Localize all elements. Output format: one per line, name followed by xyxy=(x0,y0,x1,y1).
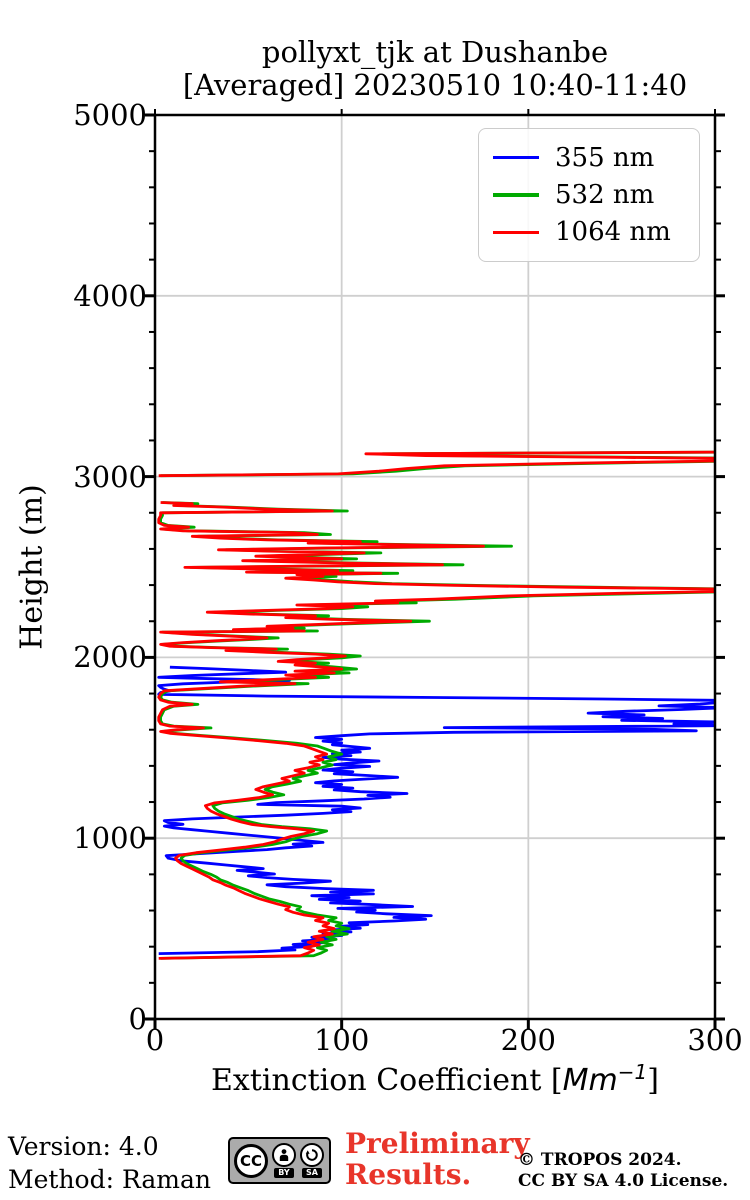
legend-label: 532 nm xyxy=(555,179,655,210)
method-label: Method: Raman xyxy=(8,1165,211,1194)
y-tick-label-4000: 4000 xyxy=(73,278,147,313)
x-tick-label-0: 0 xyxy=(145,1023,165,1057)
x-axis-label-unit: Mm xyxy=(562,1063,618,1098)
legend-line-sample xyxy=(493,230,539,235)
legend-line-sample xyxy=(493,155,539,160)
cc-sa-column: SA xyxy=(300,1143,324,1178)
preliminary-results-text: Preliminary Results. xyxy=(345,1128,530,1190)
chart-title-line2: [Averaged] 20230510 10:40-11:40 xyxy=(182,68,688,102)
y-tick-label-0: 0 xyxy=(128,1002,147,1036)
x-axis-label-exponent: −1 xyxy=(617,1060,648,1084)
copyright-block: © TROPOS 2024. CC BY SA 4.0 License. xyxy=(518,1150,728,1192)
x-axis-label-prefix: Extinction Coefficient [ xyxy=(211,1063,563,1098)
legend-entry-532-nm: 532 nm xyxy=(493,176,685,213)
version-method-block: Version: 4.0 Method: Raman xyxy=(8,1130,211,1196)
cc-by-label: BY xyxy=(274,1168,294,1178)
x-tick-label-300: 300 xyxy=(687,1023,743,1057)
cc-by-column: BY xyxy=(272,1143,296,1178)
cc-logo-icon: CC xyxy=(234,1143,268,1178)
y-tick-label-5000: 5000 xyxy=(73,98,147,132)
version-label: Version: 4.0 xyxy=(8,1132,159,1161)
copyright-tropos: © TROPOS 2024. xyxy=(518,1150,682,1170)
series-line-355-nm xyxy=(157,665,715,955)
legend-label: 1064 nm xyxy=(555,217,671,248)
series-group xyxy=(157,450,715,960)
plot-border xyxy=(153,113,717,1021)
copyright-license: CC BY SA 4.0 License. xyxy=(518,1171,729,1191)
cc-sa-label: SA xyxy=(302,1168,322,1178)
chart-title-line1: pollyxt_tjk at Dushanbe xyxy=(261,35,609,69)
cc-by-sa-badge: CC BY SA xyxy=(228,1137,331,1184)
legend: 355 nm 532 nm 1064 nm xyxy=(478,128,700,262)
y-tick-label-3000: 3000 xyxy=(73,459,147,494)
x-tick-label-100: 100 xyxy=(313,1023,370,1057)
chart-title: pollyxt_tjk at Dushanbe [Averaged] 20230… xyxy=(155,36,715,102)
legend-entry-355-nm: 355 nm xyxy=(493,139,685,176)
legend-line-sample xyxy=(493,193,539,197)
x-axis-label: Extinction Coefficient [Mm−1] xyxy=(155,1060,715,1098)
cc-by-person-icon xyxy=(272,1143,296,1167)
x-axis-label-suffix: ] xyxy=(647,1063,659,1098)
x-tick-label-200: 200 xyxy=(500,1023,556,1057)
legend-entry-1064-nm: 1064 nm xyxy=(493,214,685,251)
y-axis-label: Height (m) xyxy=(14,484,50,650)
series-line-1064-nm xyxy=(158,450,715,478)
legend-label: 355 nm xyxy=(555,142,655,173)
preliminary-line1: Preliminary xyxy=(345,1127,530,1160)
series-line-1064-nm xyxy=(157,501,715,960)
preliminary-line2: Results. xyxy=(345,1158,472,1191)
y-tick-label-2000: 2000 xyxy=(73,640,147,675)
cc-sa-arrow-icon xyxy=(300,1143,324,1167)
y-tick-label-1000: 1000 xyxy=(73,821,147,856)
